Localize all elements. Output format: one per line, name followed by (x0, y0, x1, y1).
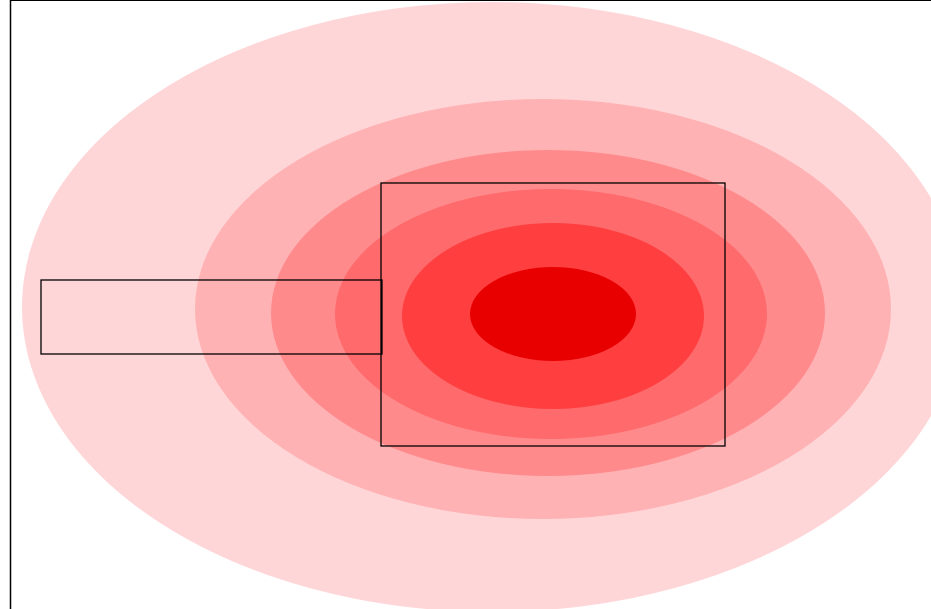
contour-level-6 (470, 267, 636, 361)
contour-group (22, 2, 931, 609)
square (380, 182, 726, 447)
outline-group (40, 182, 726, 447)
wide-rectangle (40, 279, 383, 355)
